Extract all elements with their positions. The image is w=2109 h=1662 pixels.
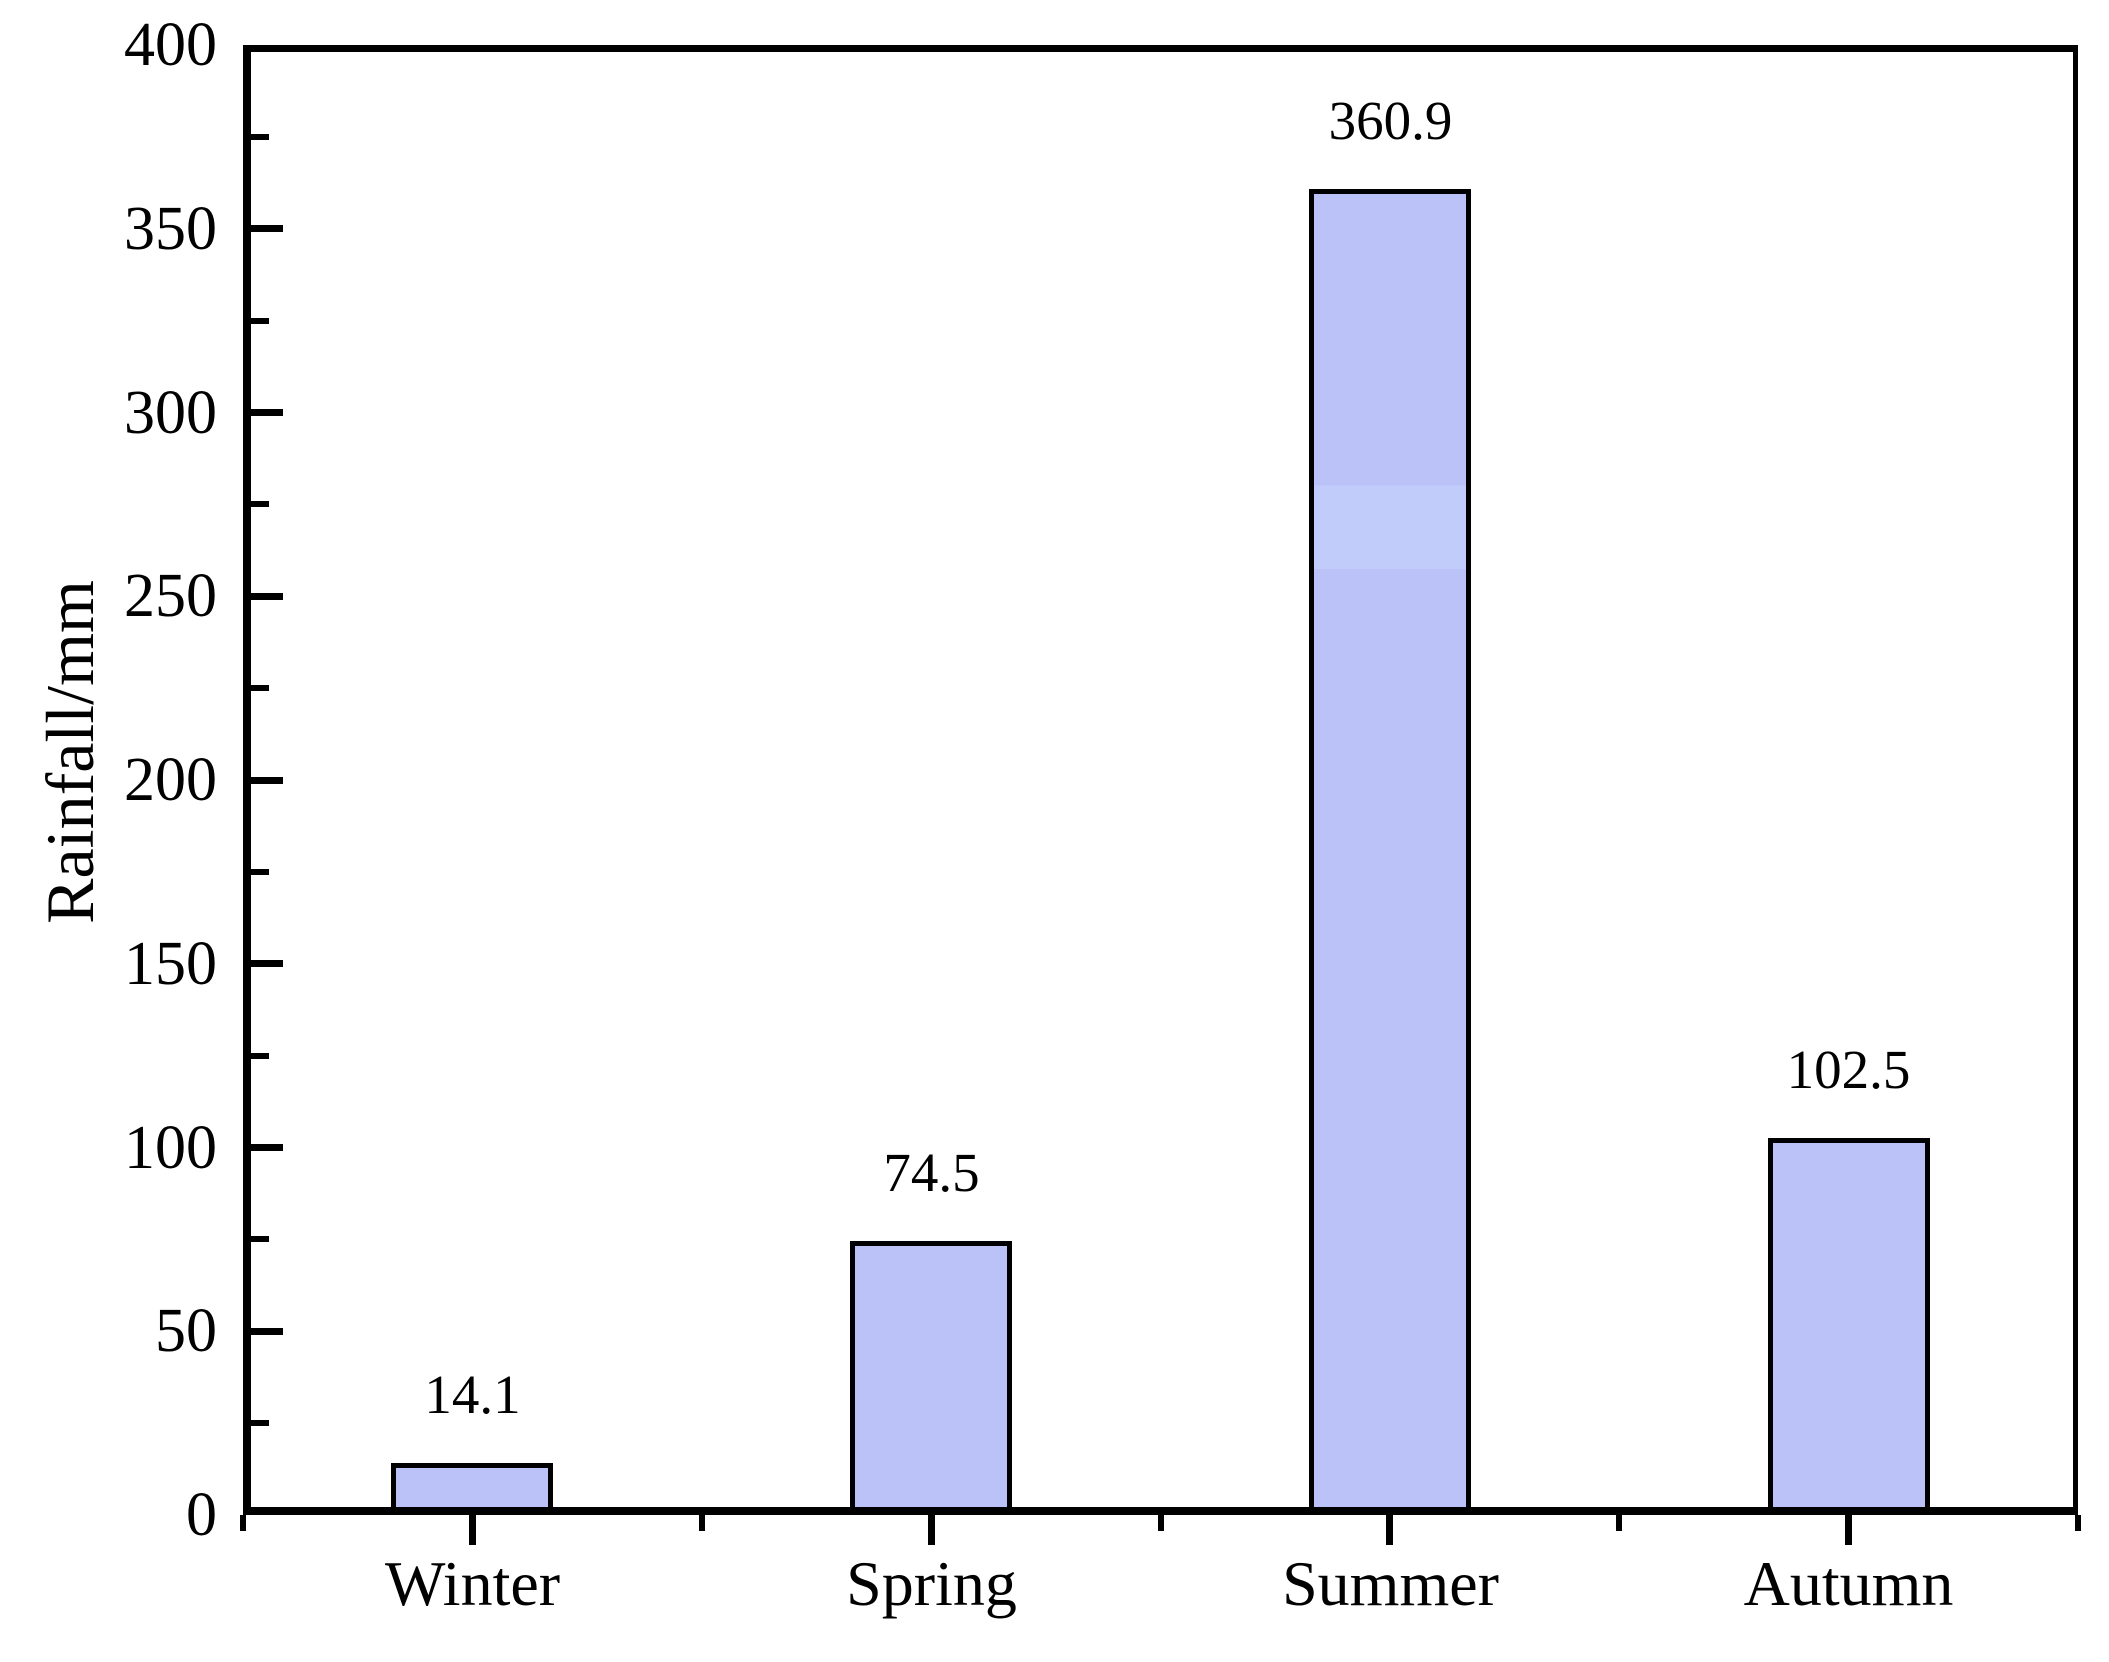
y-minor-tick xyxy=(251,685,269,691)
bar-value-label: 14.1 xyxy=(424,1364,521,1425)
y-minor-tick xyxy=(251,1053,269,1059)
bar-spring xyxy=(850,1241,1012,1515)
x-tick-label-spring: Spring xyxy=(846,1548,1017,1619)
y-tick-label: 350 xyxy=(124,195,217,263)
y-tick-label: 250 xyxy=(124,562,217,630)
x-major-tick xyxy=(928,1515,935,1545)
y-tick-label: 50 xyxy=(155,1297,217,1365)
y-minor-tick xyxy=(251,1236,269,1242)
x-minor-tick xyxy=(1616,1515,1622,1531)
y-major-tick xyxy=(251,1144,283,1151)
x-tick-label-autumn: Autumn xyxy=(1743,1548,1954,1619)
y-major-tick xyxy=(251,409,283,416)
bar-value-label: 360.9 xyxy=(1328,90,1453,151)
x-tick-label-winter: Winter xyxy=(384,1548,561,1619)
y-minor-tick xyxy=(251,501,269,507)
x-axis-line xyxy=(243,1507,2078,1515)
right-spine xyxy=(2073,45,2078,1515)
y-tick-label: 150 xyxy=(124,930,217,998)
y-minor-tick xyxy=(251,318,269,324)
y-tick-label: 100 xyxy=(124,1114,217,1182)
x-minor-tick xyxy=(1158,1515,1164,1531)
bar-autumn xyxy=(1768,1138,1930,1515)
bar-summer xyxy=(1309,189,1471,1515)
y-major-tick xyxy=(251,777,283,784)
y-major-tick xyxy=(251,593,283,600)
x-major-tick xyxy=(1845,1515,1852,1545)
y-minor-tick xyxy=(251,1420,269,1426)
x-tick-label-summer: Summer xyxy=(1282,1548,1499,1619)
x-minor-tick xyxy=(699,1515,705,1531)
y-major-tick xyxy=(251,1328,283,1335)
y-tick-label: 200 xyxy=(124,746,217,814)
bar-value-label: 74.5 xyxy=(883,1142,980,1203)
x-minor-tick xyxy=(240,1515,246,1531)
plot-area xyxy=(243,45,2078,1515)
y-minor-tick xyxy=(251,134,269,140)
y-major-tick xyxy=(251,960,283,967)
bar-value-label: 102.5 xyxy=(1786,1039,1911,1100)
y-tick-label: 300 xyxy=(124,379,217,447)
y-tick-label: 0 xyxy=(186,1481,217,1549)
x-minor-tick xyxy=(2075,1515,2081,1531)
y-minor-tick xyxy=(251,869,269,875)
top-spine xyxy=(243,45,2078,52)
y-major-tick xyxy=(251,225,283,232)
x-major-tick xyxy=(469,1515,476,1545)
x-major-tick xyxy=(1386,1515,1393,1545)
y-axis-line xyxy=(243,45,251,1515)
y-tick-label: 400 xyxy=(124,11,217,79)
